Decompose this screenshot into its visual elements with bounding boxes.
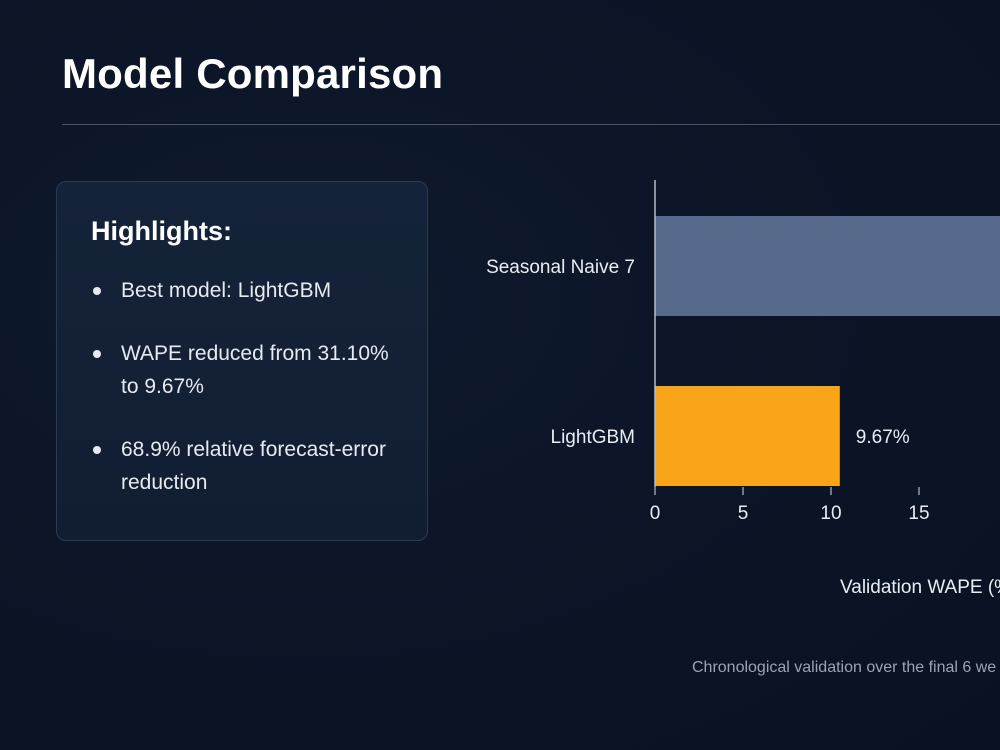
bar-value-label: 9.67% (856, 427, 910, 448)
category-label: Seasonal Naive 7 (486, 257, 635, 278)
x-tick-label: 0 (650, 503, 661, 524)
highlight-text: 68.9% relative forecast-error reduction (121, 438, 386, 494)
validation-footnote: Chronological validation over the final … (692, 659, 997, 676)
highlights-list: Best model: LightGBM WAPE reduced from 3… (91, 274, 411, 499)
highlight-text: Best model: LightGBM (121, 279, 332, 302)
highlights-heading: Highlights: (91, 216, 232, 246)
chart-canvas: Seasonal Naive 7 LightGBM 9.67% 0 5 10 15 Valid… (486, 180, 1000, 598)
highlight-text: WAPE reduced from 31.10% to 9.67% (121, 342, 389, 398)
highlight-item: WAPE reduced from 31.10% to 9.67% (91, 337, 411, 403)
bar-lightgbm (655, 386, 840, 486)
highlight-item: 68.9% relative forecast-error reduction (91, 433, 411, 499)
title-divider (62, 124, 1000, 125)
x-tick-label: 10 (820, 503, 841, 524)
highlight-item: Best model: LightGBM (91, 274, 411, 307)
category-label: LightGBM (551, 427, 635, 448)
x-tick-label: 15 (908, 503, 929, 524)
highlights-card: Highlights: Best model: LightGBM WAPE re… (56, 181, 428, 541)
wape-bar-chart: Seasonal Naive 7 LightGBM 9.67% 0 5 10 15 Valid… (440, 160, 1000, 620)
bullet-dot-icon (93, 350, 101, 358)
bar-seasonal-naive-7 (655, 216, 1000, 316)
x-tick-label: 5 (738, 503, 749, 524)
slide-title: Model Comparison (62, 50, 444, 97)
bullet-dot-icon (93, 446, 101, 454)
bullet-dot-icon (93, 287, 101, 295)
x-axis-label: Validation WAPE (% (840, 577, 1000, 598)
